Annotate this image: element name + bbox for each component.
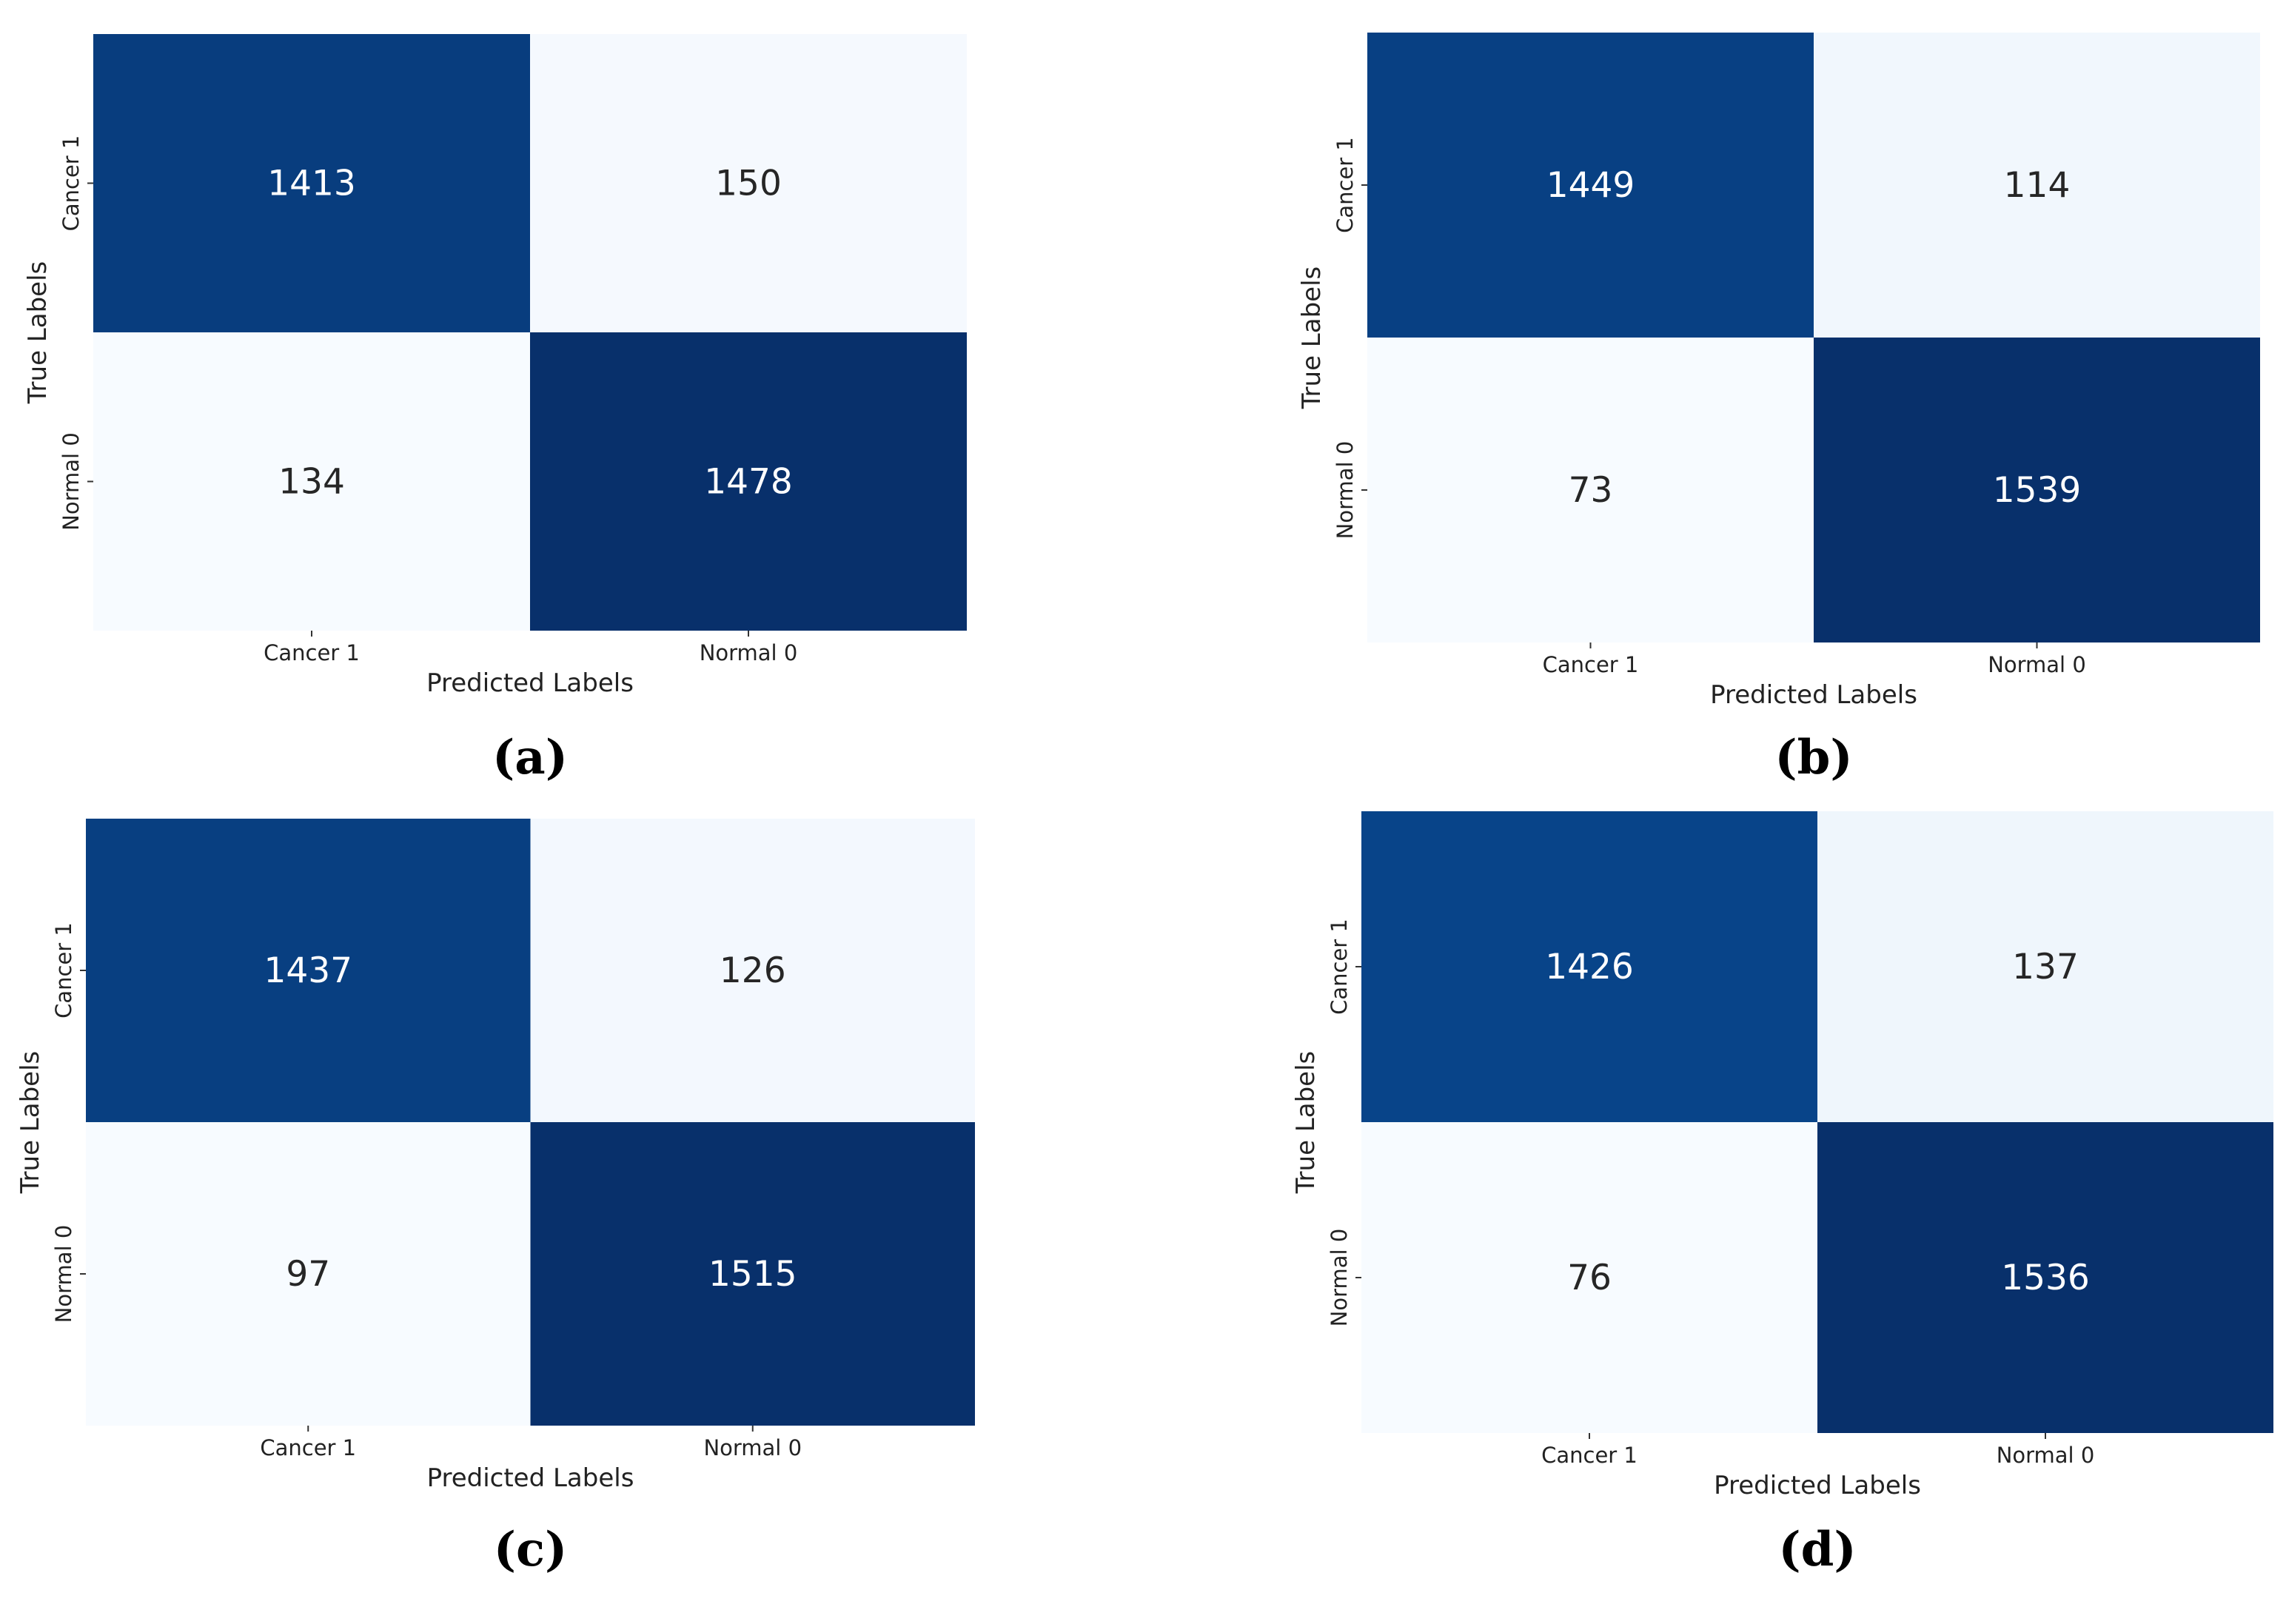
y-tick-label: Cancer 1 <box>1327 919 1352 1015</box>
x-axis-label: Predicted Labels <box>426 668 634 698</box>
heatmap-cell <box>1367 33 1814 338</box>
confusion-matrix-panel: 1413 150 134 1478 Cancer 1 Normal 0 Cancer 1 No… <box>23 34 967 785</box>
x-tick-label: Cancer 1 <box>264 640 360 665</box>
y-tick-label: Cancer 1 <box>1333 137 1358 233</box>
heatmap-cell <box>93 332 530 631</box>
heatmap-cell <box>1817 1122 2273 1433</box>
panel-label: (d) <box>1778 1522 1856 1577</box>
cell-value-label: 1413 <box>267 164 356 204</box>
heatmap-cell <box>93 34 530 332</box>
heatmap-cell <box>1817 811 2273 1122</box>
cell-value-label: 150 <box>715 164 782 204</box>
heatmap-cell <box>86 819 531 1122</box>
y-axis-label: True Labels <box>23 261 53 404</box>
x-tick-label: Cancer 1 <box>1541 1443 1638 1468</box>
y-axis-label: True Labels <box>1291 1051 1321 1194</box>
x-tick-label: Normal 0 <box>1988 652 2086 677</box>
heatmap-cell <box>530 819 975 1122</box>
cell-value-label: 76 <box>1567 1258 1612 1298</box>
cell-value-label: 126 <box>720 950 786 991</box>
heatmap-cell <box>1814 338 2260 642</box>
y-tick-label: Normal 0 <box>1327 1229 1352 1327</box>
y-tick-label: Normal 0 <box>58 432 84 531</box>
cell-value-label: 1426 <box>1545 947 1634 987</box>
y-tick-label: Cancer 1 <box>58 135 84 232</box>
x-tick-label: Normal 0 <box>1997 1443 2095 1468</box>
y-tick-label: Normal 0 <box>51 1225 76 1323</box>
cell-value-label: 1478 <box>704 462 793 503</box>
x-tick-label: Normal 0 <box>703 1435 802 1460</box>
heatmap-cell <box>1361 811 1817 1122</box>
cell-value-label: 1515 <box>708 1254 797 1295</box>
panel-label: (a) <box>492 730 568 785</box>
cell-value-label: 137 <box>2012 947 2079 987</box>
x-axis-label: Predicted Labels <box>1714 1471 1921 1500</box>
heatmap-cell <box>530 1122 975 1426</box>
x-axis-label: Predicted Labels <box>427 1463 634 1493</box>
y-axis-label: True Labels <box>16 1051 45 1194</box>
x-tick-label: Cancer 1 <box>260 1435 356 1460</box>
panel-label: (b) <box>1774 730 1852 785</box>
confusion-matrix-panel: 1437 126 97 1515 Cancer 1 Normal 0 Cancer 1 Nor… <box>16 819 975 1577</box>
y-axis-label: True Labels <box>1297 266 1327 409</box>
y-tick-label: Cancer 1 <box>51 922 76 1019</box>
cell-value-label: 73 <box>1569 470 1613 511</box>
cell-value-label: 114 <box>2004 165 2071 206</box>
confusion-matrix-panel: 1426 137 76 1536 Cancer 1 Normal 0 Cancer 1 Nor… <box>1291 811 2273 1577</box>
heatmap-cell <box>530 34 967 332</box>
heatmap-cell <box>1361 1122 1817 1433</box>
x-tick-label: Cancer 1 <box>1543 652 1639 677</box>
x-axis-label: Predicted Labels <box>1710 680 1917 710</box>
cell-value-label: 1536 <box>2001 1258 2090 1298</box>
panel-label: (c) <box>494 1522 568 1577</box>
y-tick-label: Normal 0 <box>1333 441 1358 540</box>
confusion-matrix-panel: 1449 114 73 1539 Cancer 1 Normal 0 Cancer 1 Nor… <box>1297 33 2260 785</box>
x-tick-label: Normal 0 <box>700 640 798 665</box>
cell-value-label: 1539 <box>1993 470 2082 511</box>
heatmap-cell <box>530 332 967 631</box>
cell-value-label: 97 <box>286 1254 330 1295</box>
cell-value-label: 1449 <box>1546 165 1635 206</box>
cell-value-label: 134 <box>278 462 345 503</box>
heatmap-cell <box>86 1122 531 1426</box>
heatmap-cell <box>1367 338 1814 642</box>
cell-value-label: 1437 <box>264 950 352 991</box>
heatmap-cell <box>1814 33 2260 338</box>
